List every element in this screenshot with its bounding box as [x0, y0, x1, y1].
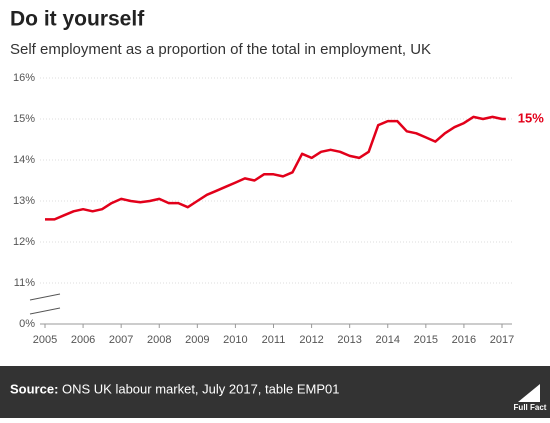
x-tick-label: 2011 [262, 334, 286, 346]
source: ONS UK labour market, July 2017, table E… [62, 381, 339, 396]
end-label: 15% [518, 110, 544, 125]
chart-title: Do it yourself [10, 8, 145, 31]
y-tick-label: 11% [14, 277, 35, 289]
footer [0, 366, 550, 418]
x-tick-label: 2013 [337, 334, 361, 346]
axis-break [29, 293, 61, 315]
x-tick-label: 2007 [109, 334, 133, 346]
data-line [45, 115, 506, 221]
x-tick-label: 2008 [147, 334, 171, 346]
source-label: Source: [10, 381, 58, 396]
y-tick-label: 13% [13, 195, 35, 207]
chart-subtitle: Self employment as a proportion of the t… [10, 41, 431, 58]
y-tick-label: 16% [13, 72, 35, 84]
x-tick-label: 2006 [71, 334, 95, 346]
x-tick-label: 2010 [223, 334, 247, 346]
x-tick-label: 2017 [490, 334, 514, 346]
y-tick-label: 15% [13, 113, 35, 125]
y-tick-label: 14% [13, 154, 35, 166]
logo: Full Fact [514, 403, 547, 412]
x-tick-label: 2015 [414, 334, 438, 346]
x-tick-label: 2014 [376, 334, 400, 346]
x-tick-label: 2012 [299, 334, 323, 346]
x-tick-label: 2009 [185, 334, 209, 346]
y-tick-label: 12% [13, 236, 35, 248]
x-tick-label: 2005 [33, 334, 57, 346]
y-tick-label: 0% [19, 318, 35, 330]
x-tick-label: 2016 [452, 334, 476, 346]
logo-mark [518, 384, 540, 402]
